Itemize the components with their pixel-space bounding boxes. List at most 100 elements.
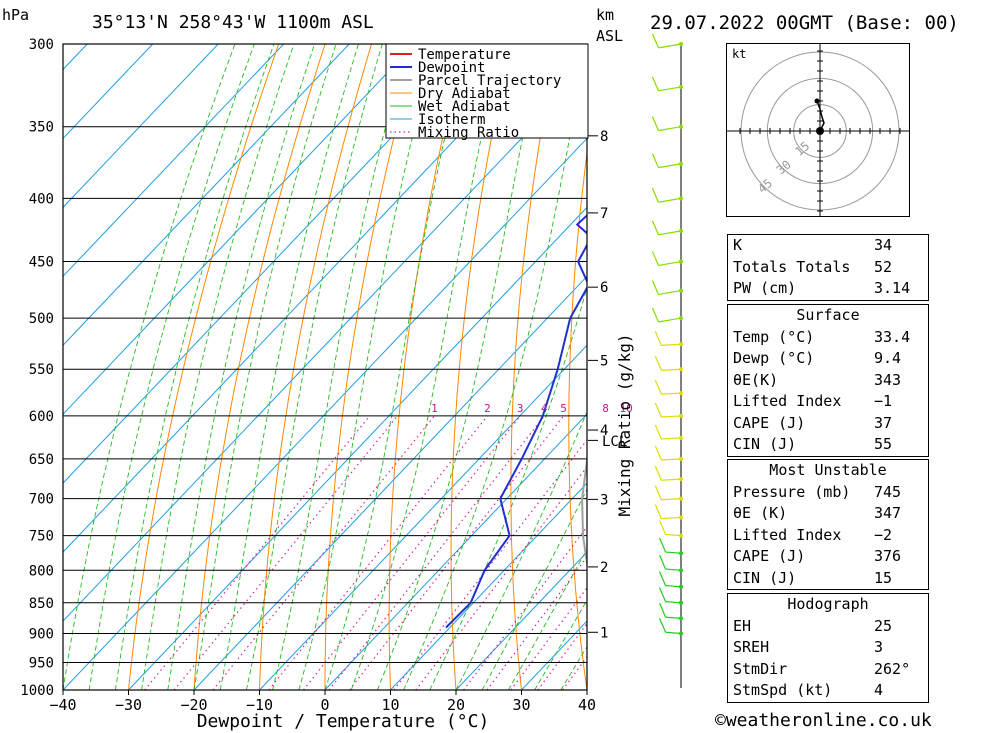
mixing-ratio-line <box>393 438 587 690</box>
hodograph-table-title: Hodograph <box>787 595 869 613</box>
stmdir-value: 262° <box>874 659 911 678</box>
x-tick-label: 0 <box>320 696 329 714</box>
isotherm <box>63 44 154 140</box>
pressure-tick-label: 600 <box>29 409 54 425</box>
pressure-tick-label: 800 <box>29 563 54 579</box>
k-index-value: 34 <box>874 236 893 254</box>
wet-adiabat <box>88 44 255 690</box>
totals-totals-label: Totals Totals <box>733 257 851 276</box>
eh-value: 25 <box>874 616 893 635</box>
wet-adiabat <box>114 44 275 690</box>
wet-adiabat <box>324 44 468 690</box>
copyright-footer[interactable]: ©weatheronline.co.uk <box>715 710 932 731</box>
wind-barb <box>651 33 683 49</box>
wind-barb <box>654 485 683 501</box>
most-unstable-table: Most Unstable Pressure (mb) 745 θE (K) 347… <box>727 459 929 590</box>
surface-dewp-label: Dewp (°C) <box>733 349 815 367</box>
wind-barb <box>659 554 683 573</box>
km-tick-label: 3 <box>600 492 608 508</box>
surface-cape-value: 37 <box>874 413 893 432</box>
surface-cin-label: CIN (J) <box>733 435 797 453</box>
sounding-profiles <box>445 214 587 629</box>
mixing-ratio-label: 3 <box>517 402 524 415</box>
dry-adiabat <box>259 44 373 690</box>
sreh-value: 3 <box>874 638 884 656</box>
surface-cape-label: CAPE (J) <box>733 413 806 432</box>
stmdir-label: StmDir <box>733 659 788 678</box>
mu-cin-value: 15 <box>874 568 893 587</box>
x-tick-label: −10 <box>246 696 273 714</box>
hodograph-panel: kt 15 30 45 <box>726 43 910 217</box>
pw-value: 3.14 <box>874 279 911 297</box>
most-unstable-title: Most Unstable <box>769 461 887 479</box>
surface-dewp-value: 9.4 <box>874 349 902 367</box>
hodograph-ring-label: 45 <box>755 176 775 196</box>
surface-li-value: −1 <box>874 392 893 410</box>
surface-title: Surface <box>796 306 860 324</box>
chart-legend: Temperature Dewpoint Parcel Trajectory D… <box>385 43 589 141</box>
mixing-ratio-label: 4 <box>541 402 548 415</box>
mixing-ratio-line <box>303 415 521 690</box>
wet-adiabat <box>219 44 359 690</box>
mixing-ratio-line <box>463 525 587 690</box>
pressure-tick-label: 450 <box>29 255 54 271</box>
km-tick-label: 6 <box>600 280 608 296</box>
mixing-ratio-line <box>268 415 488 690</box>
profile-dewpoint <box>445 214 587 629</box>
km-tick-label: 5 <box>600 353 608 369</box>
wet-adiabat <box>141 44 295 690</box>
km-tick-label: 7 <box>600 206 608 222</box>
skewt-chart: 3003504004505005506006507007508008509009… <box>0 6 634 732</box>
wind-barb <box>654 504 683 520</box>
km-tick-label: 8 <box>600 129 608 145</box>
surface-theta-label: θE(K) <box>733 370 779 389</box>
mixing-ratio-label: 1 <box>431 402 438 415</box>
legend-wet-adiabat: Wet Adiabat <box>418 99 511 115</box>
wind-barb <box>659 537 683 556</box>
mixing-ratio-label: 5 <box>560 402 567 415</box>
eh-label: EH <box>733 616 752 635</box>
surface-temp-value: 33.4 <box>874 327 911 346</box>
sreh-label: SREH <box>733 638 770 656</box>
km-tick-label: 2 <box>600 560 608 576</box>
isotherm <box>455 551 587 690</box>
wet-adiabat <box>193 44 337 690</box>
isotherm <box>390 482 587 690</box>
surface-li-label: Lifted Index <box>733 392 842 410</box>
wind-barb <box>651 307 683 323</box>
isotherm <box>63 44 416 415</box>
wet-adiabat <box>298 44 437 690</box>
stmspd-label: StmSpd (kt) <box>733 681 833 699</box>
wind-barb <box>651 153 683 169</box>
wind-barb <box>654 424 683 440</box>
legend-mixing-ratio: Mixing Ratio <box>418 125 519 141</box>
mixing-ratio-label: 8 <box>602 402 609 415</box>
pressure-tick-label: 700 <box>29 492 54 508</box>
hpa-label: hPa <box>2 6 29 24</box>
isotherm <box>63 44 219 209</box>
isotherm <box>0 44 22 690</box>
surface-temp-label: Temp (°C) <box>733 327 815 346</box>
x-tick-label: −20 <box>180 696 207 714</box>
surface-theta-value: 343 <box>874 370 902 389</box>
wet-adiabat <box>167 44 316 690</box>
totals-totals-value: 52 <box>874 257 893 276</box>
wind-barb <box>659 602 683 621</box>
pressure-tick-label: 400 <box>29 191 54 207</box>
wind-barb <box>654 331 683 347</box>
mu-cape-value: 376 <box>874 547 902 565</box>
lcl-label: LCL <box>602 434 627 450</box>
mixing-ratio-line <box>348 415 565 690</box>
wind-barb <box>651 220 683 236</box>
isotherm <box>259 344 587 690</box>
mixing-ratio-line <box>144 415 371 690</box>
wet-adiabat <box>455 410 587 690</box>
k-index-label: K <box>733 236 743 254</box>
x-axis-title: Dewpoint / Temperature (°C) <box>197 711 490 732</box>
asl-label: ASL <box>596 27 623 45</box>
x-tick-label: 10 <box>381 696 399 714</box>
wind-barb <box>654 465 683 482</box>
hodograph-unit: kt <box>732 47 746 61</box>
isotherm <box>63 44 481 484</box>
